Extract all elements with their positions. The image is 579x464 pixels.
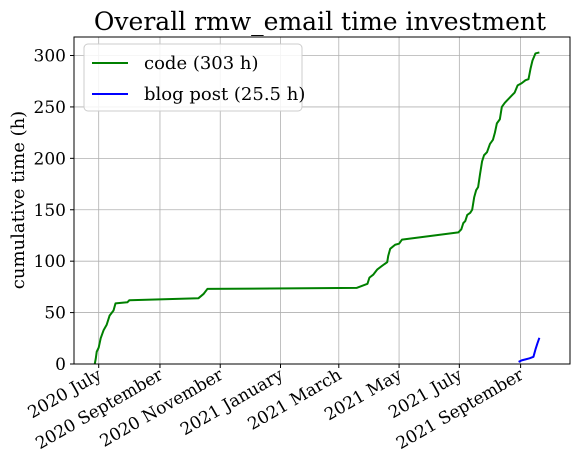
- legend-label-code: code (303 h): [144, 53, 259, 74]
- y-tick-label: 300: [34, 47, 66, 67]
- y-tick-label: 250: [34, 98, 66, 118]
- series-line-code: [93, 51, 540, 365]
- series-layer: [93, 51, 541, 365]
- legend: code (303 h) blog post (25.5 h): [83, 43, 305, 112]
- legend-label-blog-post: blog post (25.5 h): [144, 84, 305, 105]
- y-tick-label: 50: [44, 304, 66, 324]
- y-tick-label: 200: [34, 149, 66, 169]
- y-tick-label: 150: [34, 201, 66, 221]
- y-tick-label: 100: [34, 252, 66, 272]
- series-line-blog-post: [518, 337, 541, 363]
- chart-title: Overall rmw_email time investment: [94, 7, 546, 36]
- y-axis-label: cumulative time (h): [8, 111, 29, 289]
- legend-box: [83, 43, 303, 112]
- plot-frame: [73, 36, 571, 365]
- y-tick-label: 0: [55, 355, 66, 375]
